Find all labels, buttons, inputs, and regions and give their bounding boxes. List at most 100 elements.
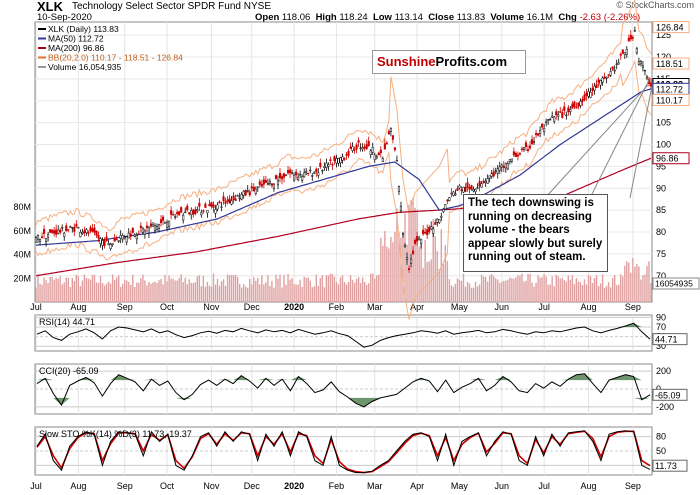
candle-body bbox=[345, 154, 348, 156]
volume-bar bbox=[525, 280, 527, 302]
price-value-tag-text: 96.86 bbox=[656, 154, 679, 164]
candle-body bbox=[284, 174, 288, 176]
volume-bar bbox=[517, 275, 519, 302]
volume-bar bbox=[73, 281, 76, 302]
volume-bar bbox=[589, 276, 592, 302]
candle-body bbox=[89, 227, 92, 232]
candle-body bbox=[278, 172, 282, 179]
volume-bar bbox=[426, 262, 428, 302]
osc-value-tag bbox=[652, 333, 688, 346]
candle-body bbox=[111, 243, 114, 245]
candle-body bbox=[172, 214, 175, 216]
candle-body bbox=[188, 212, 191, 215]
candle-body bbox=[331, 164, 334, 166]
candle-body bbox=[276, 179, 280, 186]
volume-bar bbox=[648, 261, 650, 302]
candle-body bbox=[369, 150, 372, 156]
volume-bar bbox=[341, 275, 344, 302]
candle-body bbox=[434, 222, 437, 225]
chart-header: XLK Technology Select Sector SPDR Fund N… bbox=[0, 0, 700, 23]
candle-body bbox=[168, 220, 171, 227]
volume-value-tag-text: 16054935 bbox=[655, 279, 693, 289]
candle-body bbox=[643, 69, 646, 72]
chart-date: 10-Sep-2020 bbox=[37, 12, 92, 23]
candle-body bbox=[645, 76, 649, 79]
candle-body bbox=[212, 204, 215, 208]
osc-tick-label: 90 bbox=[656, 312, 666, 322]
candle-body bbox=[77, 227, 80, 229]
volume-bar bbox=[206, 281, 209, 302]
volume-bar bbox=[495, 278, 497, 302]
volume-bar bbox=[107, 281, 110, 302]
volume-bar bbox=[503, 280, 505, 302]
candle-body bbox=[222, 196, 225, 202]
candle-body bbox=[206, 209, 209, 214]
volume-bar bbox=[396, 208, 398, 302]
candle-body bbox=[456, 188, 459, 191]
candle-body bbox=[391, 135, 394, 140]
candle-body bbox=[599, 80, 602, 86]
candle-body bbox=[446, 199, 449, 202]
candle-body bbox=[577, 102, 580, 107]
volume-bar bbox=[577, 281, 580, 302]
candle-body bbox=[234, 198, 237, 201]
candle-body bbox=[583, 94, 586, 101]
volume-bar bbox=[220, 281, 223, 302]
volume-bar bbox=[599, 283, 602, 302]
volume-bar bbox=[101, 283, 104, 302]
volume-bar bbox=[285, 285, 287, 302]
volume-bar bbox=[638, 266, 640, 302]
candle-body bbox=[393, 147, 396, 151]
volume-bar bbox=[53, 280, 55, 302]
volume-bar bbox=[47, 283, 49, 302]
candle-body bbox=[454, 193, 457, 196]
x-tick-label-bottom: Mar bbox=[367, 481, 383, 491]
candle-body bbox=[379, 149, 382, 154]
volume-bar bbox=[595, 275, 598, 302]
volume-bar bbox=[378, 274, 380, 302]
candle-body bbox=[508, 159, 511, 163]
volume-bar bbox=[563, 280, 565, 302]
price-tick-label: 75 bbox=[656, 249, 666, 259]
x-tick-label-bottom: May bbox=[451, 481, 469, 491]
volume-bar bbox=[359, 282, 362, 302]
volume-bar bbox=[646, 265, 648, 302]
ohlc-readout: Open 118.06 High 118.24 Low 113.14 Close… bbox=[255, 12, 640, 23]
candle-body bbox=[125, 236, 128, 243]
candle-body bbox=[34, 237, 38, 243]
volume-bar bbox=[289, 279, 291, 302]
volume-bar bbox=[301, 287, 303, 302]
annotation-box: The tech downswing is running on decreas… bbox=[463, 194, 608, 272]
volume-bar bbox=[124, 279, 126, 302]
candle-body bbox=[317, 172, 320, 176]
volume-bar bbox=[559, 278, 561, 302]
candle-body bbox=[412, 250, 415, 255]
volume-bar bbox=[95, 282, 98, 302]
candle-body bbox=[216, 204, 219, 210]
candle-body bbox=[194, 209, 197, 215]
volume-bar bbox=[365, 284, 368, 302]
volume-bar bbox=[186, 284, 188, 302]
x-tick-label: Aug bbox=[70, 302, 86, 312]
volume-bar bbox=[140, 278, 142, 302]
candle-body bbox=[55, 229, 58, 235]
candle-body bbox=[516, 154, 519, 157]
candle-body bbox=[524, 142, 528, 147]
candle-body bbox=[627, 37, 630, 42]
candle-body bbox=[164, 221, 167, 224]
volume-bar bbox=[539, 277, 541, 302]
volume-bar bbox=[438, 269, 440, 302]
candle-body bbox=[258, 181, 261, 185]
candle-body bbox=[153, 225, 157, 232]
candle-body bbox=[385, 142, 388, 145]
price-tick-label: 120 bbox=[656, 52, 671, 62]
candle-body bbox=[573, 101, 576, 108]
candle-body bbox=[567, 107, 570, 113]
candle-body bbox=[335, 158, 338, 164]
candle-body bbox=[611, 66, 614, 70]
candle-body bbox=[85, 229, 88, 234]
volume-bar bbox=[585, 284, 588, 302]
volume-bar bbox=[390, 236, 392, 302]
volume-bar bbox=[263, 284, 265, 302]
candle-body bbox=[462, 186, 465, 193]
